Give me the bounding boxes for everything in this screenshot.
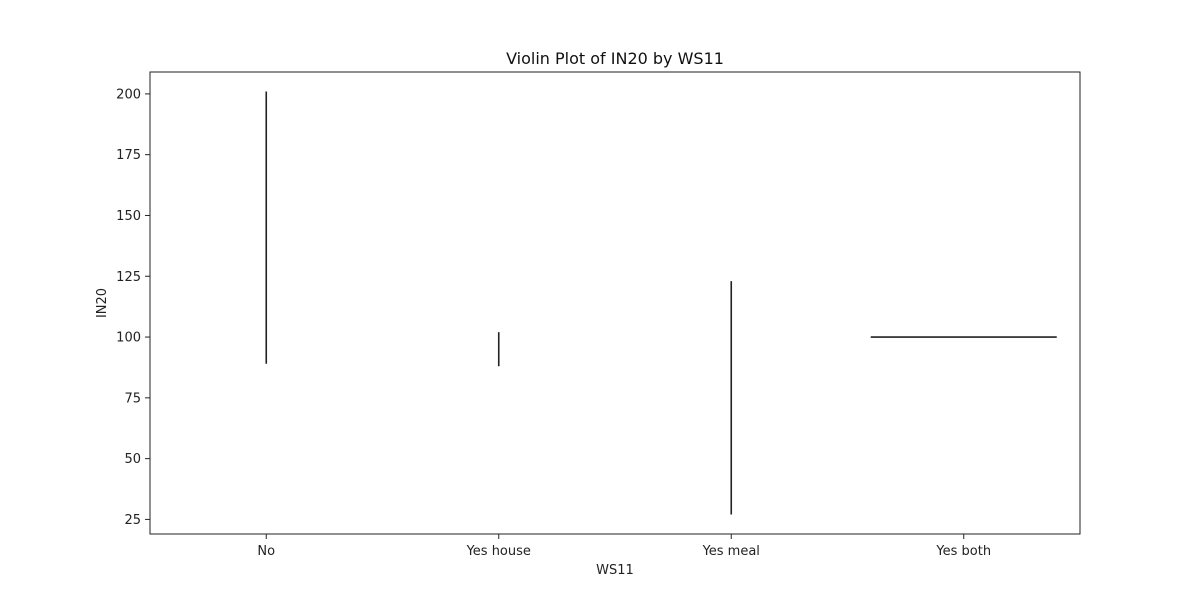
y-tick-label: 150 (116, 209, 141, 224)
x-tick-label: No (257, 544, 275, 559)
y-tick-label: 75 (124, 391, 141, 406)
x-tick-label: Yes both (935, 544, 991, 559)
y-tick-label: 100 (116, 331, 141, 346)
x-tick-label: Yes house (466, 544, 531, 559)
chart-title: Violin Plot of IN20 by WS11 (506, 49, 724, 68)
y-tick-label: 25 (124, 513, 141, 528)
y-tick-label: 50 (124, 452, 141, 467)
x-tick-label: Yes meal (702, 544, 760, 559)
y-tick-label: 200 (116, 87, 141, 102)
x-axis-label: WS11 (596, 563, 634, 578)
y-tick-label: 125 (116, 270, 141, 285)
plot-area (265, 91, 1057, 515)
y-axis: 25 50 75 100 125 150 175 200 (116, 87, 150, 528)
y-axis-label: IN20 (95, 288, 110, 318)
x-axis: No Yes house Yes meal Yes both (257, 534, 991, 559)
plot-frame (149, 71, 1081, 535)
y-tick-label: 175 (116, 148, 141, 163)
